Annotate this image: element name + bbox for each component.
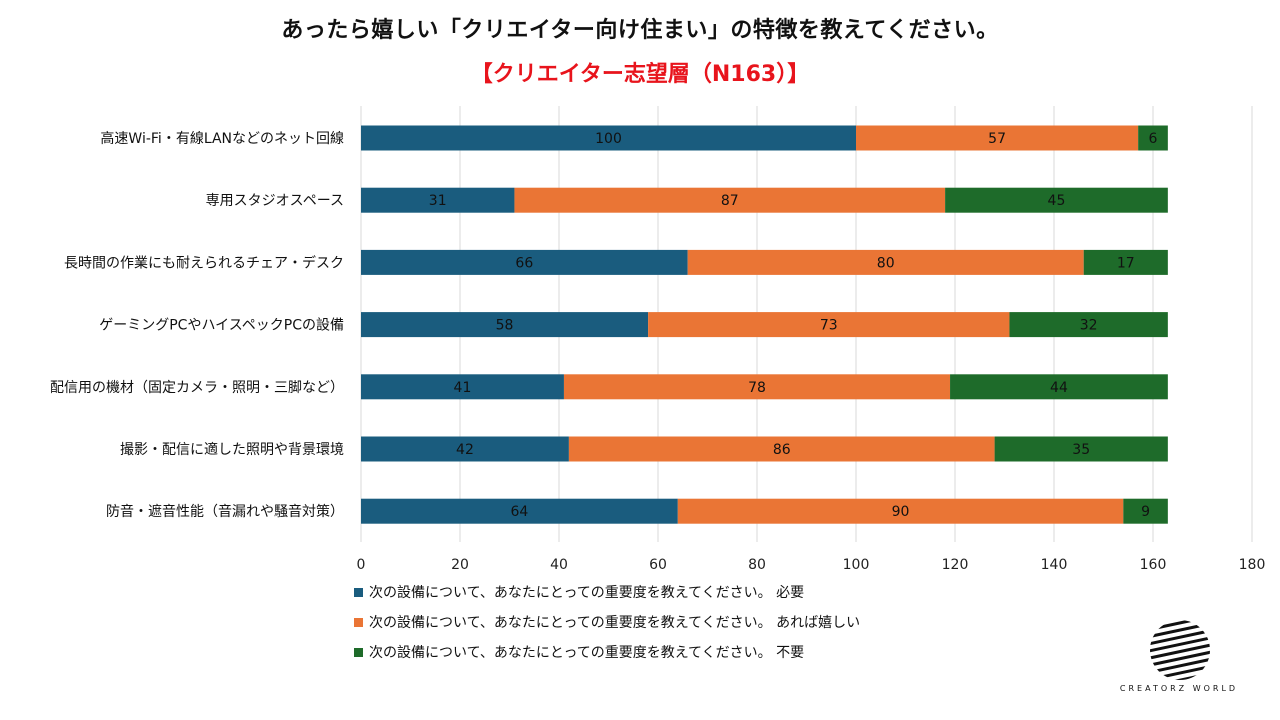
bar-segment <box>1138 125 1168 151</box>
data-label: 9 <box>1141 504 1150 520</box>
data-label: 31 <box>429 193 447 209</box>
bar-segment <box>950 374 1168 400</box>
legend-item-nice-to-have: 次の設備について、あなたにとっての重要度を教えてください。 あれば嬉しい <box>354 614 861 631</box>
legend-label-unneeded: 次の設備について、あなたにとっての重要度を教えてください。 不要 <box>369 645 805 661</box>
chart-title: あったら嬉しい「クリエイター向け住まい」の特徴を教えてください。 <box>281 18 999 43</box>
category-label: 長時間の作業にも耐えられるチェア・デスク <box>64 254 344 271</box>
data-label: 41 <box>454 380 472 396</box>
data-label: 73 <box>820 318 838 334</box>
x-tick-label: 20 <box>451 557 469 573</box>
data-label: 86 <box>773 442 791 458</box>
data-label: 78 <box>748 380 766 396</box>
bar-segment <box>361 187 515 213</box>
stacked-bar-chart: 0 20 40 60 80 100 120 140 160 180 高速Wi-Fi・有線LANなどの… <box>50 106 1266 573</box>
bar-segment <box>361 249 688 275</box>
x-tick-label: 180 <box>1239 557 1266 573</box>
data-label: 58 <box>496 318 514 334</box>
x-tick-label: 80 <box>748 557 766 573</box>
category-label: 撮影・配信に適した照明や背景環境 <box>120 441 344 458</box>
bar-segment <box>1083 249 1168 275</box>
bar-segment <box>945 187 1168 213</box>
bar-segment <box>677 498 1124 524</box>
data-label: 45 <box>1048 193 1066 209</box>
data-label: 42 <box>456 442 474 458</box>
data-label: 64 <box>510 504 528 520</box>
striped-globe-icon <box>1150 620 1210 680</box>
data-label: 57 <box>988 131 1006 147</box>
x-tick-label: 120 <box>942 557 969 573</box>
x-tick-label: 140 <box>1041 557 1068 573</box>
x-tick-label: 40 <box>550 557 568 573</box>
category-label: 高速Wi-Fi・有線LANなどのネット回線 <box>100 130 344 147</box>
bar-segment <box>1123 498 1168 524</box>
legend-swatch-need <box>354 587 363 597</box>
data-label: 100 <box>595 131 622 147</box>
data-label: 87 <box>721 193 739 209</box>
legend-item-need: 次の設備について、あなたにとっての重要度を教えてください。 必要 <box>354 584 860 601</box>
bar-segment <box>994 436 1168 462</box>
bar-segment <box>568 436 995 462</box>
bar-segment <box>361 498 678 524</box>
bar-segment <box>856 125 1139 151</box>
bar-segment <box>514 187 946 213</box>
category-label: 配信用の機材（固定カメラ・照明・三脚など） <box>50 380 344 396</box>
bar-segment <box>648 312 1010 338</box>
data-label: 17 <box>1117 255 1135 271</box>
x-tick-label: 160 <box>1140 557 1167 573</box>
legend-label-nice-to-have: 次の設備について、あなたにとっての重要度を教えてください。 あれば嬉しい <box>369 615 861 631</box>
legend-swatch-unneeded <box>354 647 363 657</box>
category-label: 専用スタジオスペース <box>206 193 344 209</box>
data-label: 35 <box>1072 442 1090 458</box>
chart-subtitle: 【クリエイター志望層（N163）】 <box>470 62 810 87</box>
bar-segment <box>1009 312 1168 338</box>
bar-segment <box>361 125 856 151</box>
bar-segment <box>361 374 564 400</box>
data-label: 80 <box>877 255 895 271</box>
legend: 次の設備について、あなたにとっての重要度を教えてください。 必要 次の設備につい… <box>354 584 860 674</box>
category-label: 防音・遮音性能（音漏れや騒音対策） <box>106 503 344 520</box>
data-label: 44 <box>1050 380 1068 396</box>
bar-segment <box>361 436 569 462</box>
bar-segment <box>687 249 1084 275</box>
data-label: 66 <box>515 255 533 271</box>
data-label: 32 <box>1080 318 1098 334</box>
legend-item-unneeded: 次の設備について、あなたにとっての重要度を教えてください。 不要 <box>354 644 860 661</box>
logo-text: CREATORZ WORLD <box>1119 684 1239 693</box>
x-tick-label: 100 <box>843 557 870 573</box>
legend-label-need: 次の設備について、あなたにとっての重要度を教えてください。 必要 <box>369 585 805 601</box>
x-tick-label: 0 <box>357 557 366 573</box>
data-label: 6 <box>1149 131 1158 147</box>
data-label: 90 <box>892 504 910 520</box>
legend-swatch-nice-to-have <box>354 617 363 627</box>
bar-segment <box>563 374 951 400</box>
bar-segment <box>361 312 649 338</box>
x-tick-label: 60 <box>649 557 667 573</box>
category-label: ゲーミングPCやハイスペックPCの設備 <box>99 318 344 334</box>
